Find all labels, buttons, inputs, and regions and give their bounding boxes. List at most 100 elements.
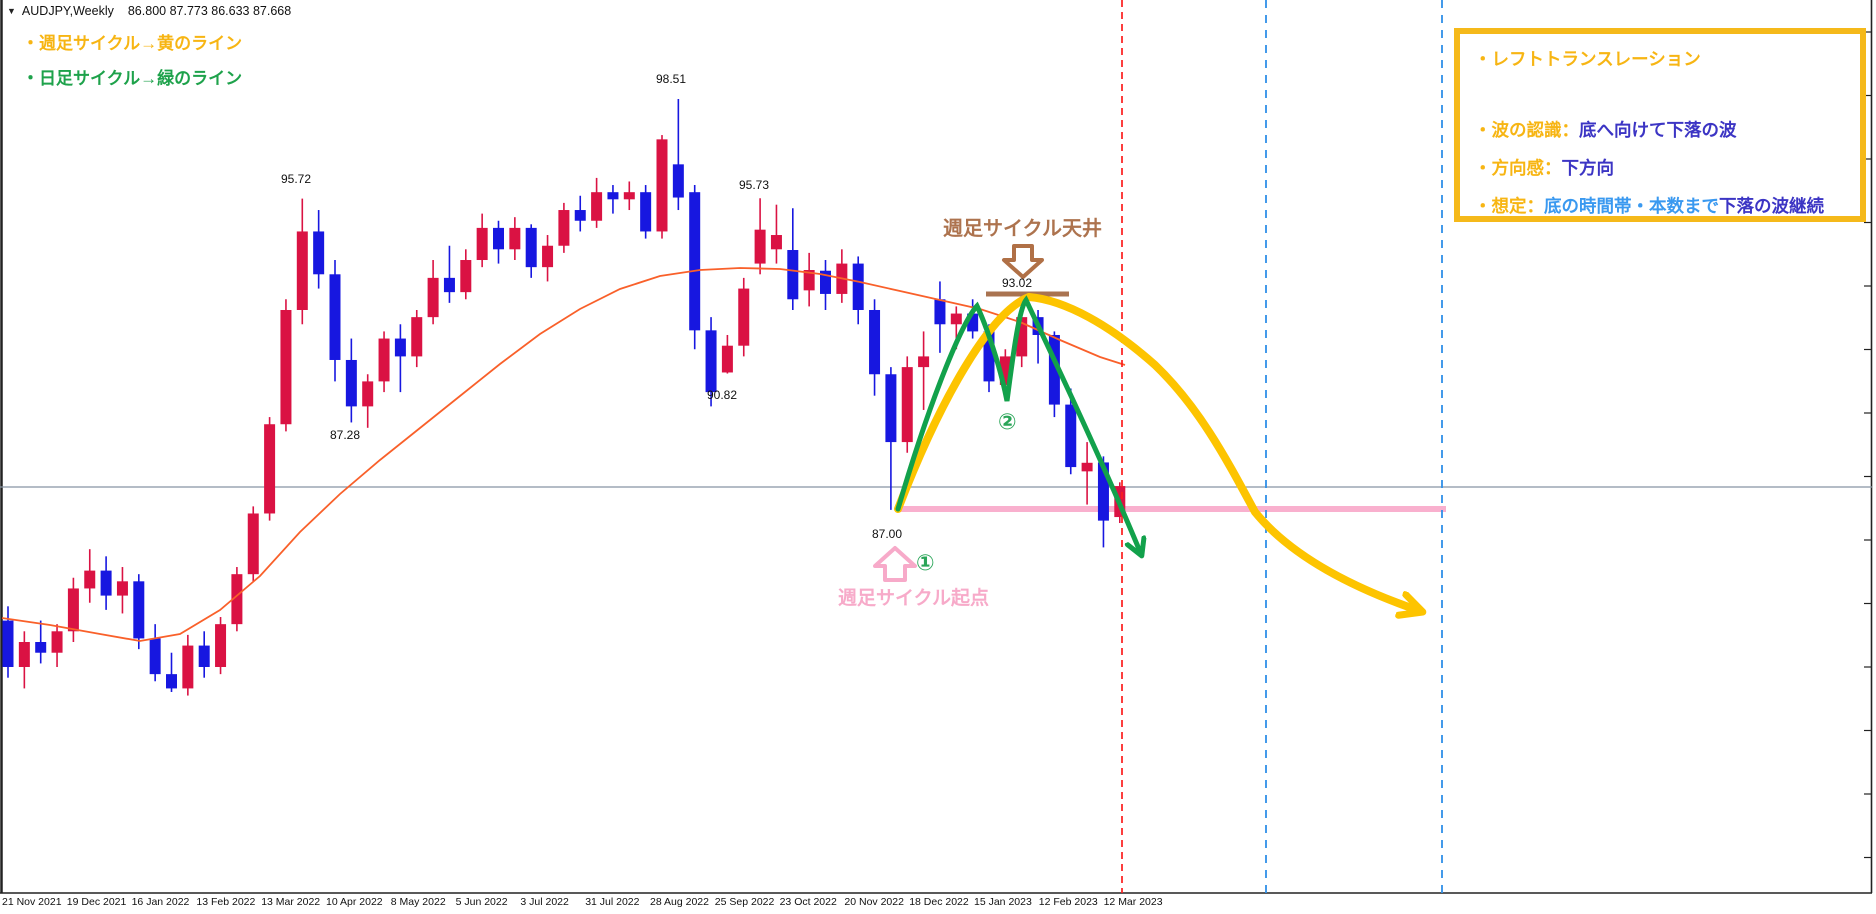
candle-body (51, 631, 63, 653)
candle-body (2, 620, 14, 667)
candle-body (721, 345, 733, 373)
candle-body (329, 274, 341, 360)
candle-body (133, 581, 145, 639)
candle-body (525, 227, 537, 268)
date-axis-label: 12 Feb 2023 (1038, 896, 1098, 908)
candle-body (901, 367, 913, 443)
chart-title-bar: ▼ AUDJPY,Weekly 86.800 87.773 86.633 87.66… (7, 4, 291, 18)
candle-body (1065, 404, 1077, 468)
candle-body (509, 227, 521, 250)
candle-body (770, 235, 782, 250)
candle-body (820, 270, 831, 294)
cycle-start-label: 週足サイクル起点 (838, 588, 990, 609)
candle-body (35, 642, 47, 653)
candle-body (607, 192, 619, 200)
date-axis-label: 21 Nov 2021 (2, 896, 62, 908)
candle-body (754, 229, 766, 264)
price-label: 98.51 (656, 72, 687, 86)
candle-body (689, 192, 701, 331)
date-axis-label: 23 Oct 2022 (779, 896, 837, 908)
date-axis-label: 3 Jul 2022 (520, 896, 569, 908)
candle-body (378, 338, 390, 382)
candle-body (313, 231, 325, 275)
candle-body (394, 338, 406, 357)
candle-body (182, 645, 194, 689)
weekly-cycle-legend: ・週足サイクル→黄のライン (22, 34, 243, 53)
candle-body (640, 192, 652, 232)
candle-body (296, 231, 308, 310)
candle-body (999, 356, 1011, 385)
candle-body (198, 645, 210, 667)
candle-body (1048, 334, 1060, 405)
candle-body (231, 574, 243, 625)
date-axis-label: 5 Jun 2022 (455, 896, 508, 908)
candle-body (460, 260, 472, 293)
candle-body (983, 331, 995, 382)
candle-body (918, 356, 930, 368)
date-axis-label: 10 Apr 2022 (326, 896, 383, 908)
date-axis-label: 31 Jul 2022 (585, 896, 640, 908)
price-label: 95.72 (281, 172, 312, 186)
candle-body (705, 330, 717, 393)
marker-2: ② (998, 409, 1017, 434)
date-axis-label: 13 Mar 2022 (261, 896, 321, 908)
info-line-wave: ・波の認識：底へ向けて下落の波 (1474, 117, 1846, 142)
candle-body (787, 250, 799, 300)
candle-body (100, 570, 112, 596)
daily-cycle-green-arrow (895, 295, 1141, 554)
date-axis-label: 28 Aug 2022 (650, 896, 709, 908)
date-axis-label: 25 Sep 2022 (714, 896, 775, 908)
direction-label: ・方向感： (1474, 158, 1562, 178)
date-axis-label: 15 Jan 2023 (974, 896, 1032, 908)
expectation-timing: 底の時間帯・本数まで (1544, 196, 1719, 216)
candle-body (967, 313, 979, 332)
price-label: 87.28 (330, 428, 361, 442)
cycle-top-down-arrow (1002, 244, 1044, 279)
candle-body (362, 381, 374, 407)
candle-body (623, 192, 635, 200)
candle-body (18, 642, 30, 667)
price-label: 90.82 (707, 388, 738, 402)
date-axis-label: 16 Jan 2022 (131, 896, 190, 908)
price-label: 87.00 (872, 527, 903, 541)
price-label: 95.73 (739, 178, 770, 192)
candle-body (149, 638, 161, 675)
candle-body (1097, 462, 1109, 521)
cycle-top-label: 週足サイクル天井 (943, 218, 1102, 240)
wave-value: 底へ向けて下落の波 (1579, 120, 1737, 140)
info-line-expectation: ・想定：底の時間帯・本数まで下落の波継続 (1474, 193, 1846, 218)
candle-body (869, 309, 881, 375)
date-axis-label: 13 Feb 2022 (196, 896, 256, 908)
candle-body (411, 317, 423, 357)
candle-body (493, 227, 504, 250)
candle-body (852, 263, 864, 310)
candle-body (1016, 317, 1028, 357)
expectation-label: ・想定： (1474, 196, 1544, 216)
info-line-direction: ・方向感：下方向 (1474, 155, 1846, 180)
date-axis-label: 12 Mar 2023 (1103, 896, 1163, 908)
candle-body (542, 245, 554, 268)
expectation-continuation: 下落の波継続 (1719, 196, 1824, 216)
candle-body (672, 164, 684, 198)
candle-body (738, 288, 750, 346)
marker-1: ① (916, 550, 935, 575)
date-axis-label: 20 Nov 2022 (844, 896, 904, 908)
collapse-triangle-icon[interactable]: ▼ (7, 6, 16, 16)
candle-body (656, 139, 668, 232)
wave-label: ・波の認識： (1474, 120, 1579, 140)
info-line-translation: ・レフトトランスレーション (1474, 49, 1701, 69)
candle-body (116, 581, 128, 596)
daily-cycle-legend: ・日足サイクル→緑のライン (22, 69, 243, 88)
candle-body (345, 359, 357, 407)
candle-body (427, 277, 439, 318)
candle-body (280, 309, 292, 425)
direction-value: 下方向 (1561, 158, 1615, 178)
candle-body (803, 270, 815, 291)
candle-body (934, 299, 946, 325)
date-axis-label: 19 Dec 2021 (66, 896, 127, 908)
candle-body (1081, 462, 1093, 472)
ohlc-values: 86.800 87.773 86.633 87.668 (127, 4, 292, 18)
symbol-period-label: AUDJPY,Weekly (21, 4, 114, 18)
